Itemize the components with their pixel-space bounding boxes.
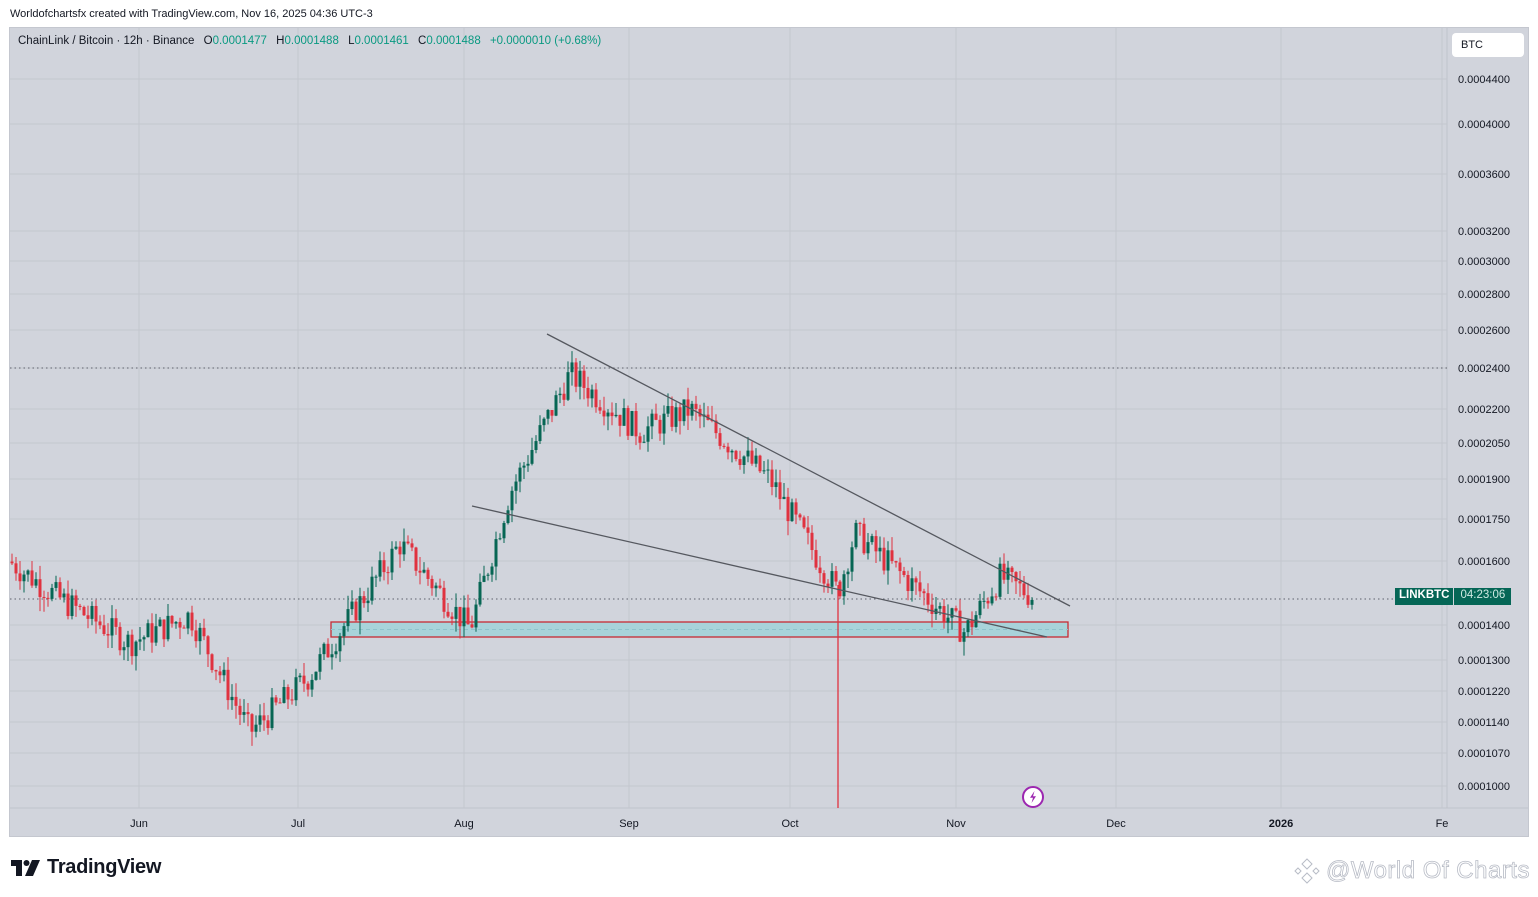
time-tick-label: Oct: [781, 818, 798, 830]
time-tick-label: 2026: [1269, 818, 1293, 830]
price-tick-label: 0.0003000: [1458, 256, 1510, 268]
price-tick-label: 0.0002200: [1458, 404, 1510, 416]
time-tick-label: Jul: [291, 818, 305, 830]
time-tick-label: Sep: [619, 818, 639, 830]
low-value: 0.0001461: [354, 35, 409, 47]
time-tick-label: Fe: [1436, 818, 1449, 830]
price-tick-label: 0.0001220: [1458, 686, 1510, 698]
time-axis[interactable]: Jun Jul Aug Sep Oct Nov Dec 2026 Fe: [130, 818, 1448, 830]
price-tick-label: 0.0004400: [1458, 74, 1510, 86]
high-value: 0.0001488: [284, 35, 339, 47]
price-axis[interactable]: 0.0004400 0.0004000 0.0003600 0.0003200 0.00…: [1458, 74, 1510, 793]
price-tick-label: 0.0004000: [1458, 119, 1510, 131]
close-value: 0.0001488: [426, 35, 481, 47]
watermark: @World Of Charts: [1292, 856, 1530, 886]
last-price-tag: LINKBTC 04:23:06: [1395, 588, 1512, 605]
time-tick-label: Aug: [454, 818, 474, 830]
price-tick-label: 0.0003600: [1458, 169, 1510, 181]
open-value: 0.0001477: [212, 35, 267, 47]
open-label: O: [203, 35, 213, 47]
lightning-event-icon[interactable]: [1022, 786, 1044, 808]
symbol-title[interactable]: ChainLink / Bitcoin · 12h · Binance: [18, 35, 195, 47]
price-tick-label: 0.0001900: [1458, 474, 1510, 486]
price-tick-label: 0.0001140: [1458, 717, 1509, 729]
price-tick-label: 0.0003200: [1458, 226, 1510, 238]
price-tick-label: 0.0001600: [1458, 556, 1510, 568]
low-label: L: [348, 35, 355, 47]
high-label: H: [276, 35, 285, 47]
chart-area[interactable]: [9, 27, 1529, 837]
price-tick-label: 0.0001400: [1458, 620, 1510, 632]
symbol-legend: ChainLink / Bitcoin · 12h · Binance O0.0…: [18, 35, 601, 47]
price-tick-label: 0.0002400: [1458, 363, 1510, 375]
grid-lines: [10, 28, 1528, 809]
price-tag-symbol: LINKBTC: [1395, 588, 1455, 605]
watermark-text: @World Of Charts: [1326, 857, 1530, 885]
time-tick-label: Dec: [1106, 818, 1126, 830]
price-tick-label: 0.0001300: [1458, 655, 1510, 667]
chart-credit: Worldofchartsfx created with TradingView…: [10, 8, 373, 20]
bar-countdown: 04:23:06: [1454, 588, 1512, 605]
time-tick-label: Jun: [130, 818, 148, 830]
price-tick-label: 0.0001070: [1458, 748, 1510, 760]
currency-button[interactable]: BTC: [1452, 33, 1524, 57]
upper-trendline[interactable]: [546, 333, 1071, 607]
price-tick-label: 0.0002600: [1458, 325, 1510, 337]
brand-name: TradingView: [47, 856, 162, 878]
price-tick-label: 0.0001000: [1458, 781, 1510, 793]
close-label: C: [418, 35, 427, 47]
tradingview-logo-icon: [11, 859, 40, 876]
price-tick-label: 0.0001750: [1458, 514, 1510, 526]
change-value: +0.0000010 (+0.68%): [489, 35, 602, 47]
price-tick-label: 0.0002800: [1458, 289, 1510, 301]
time-tick-label: Nov: [946, 818, 966, 830]
binance-diamond-icon: [1294, 858, 1320, 884]
price-tick-label: 0.0002050: [1458, 438, 1510, 450]
lower-trendline[interactable]: [471, 505, 1048, 638]
candlesticks: [10, 351, 1034, 746]
tradingview-logo[interactable]: TradingView: [11, 856, 161, 879]
